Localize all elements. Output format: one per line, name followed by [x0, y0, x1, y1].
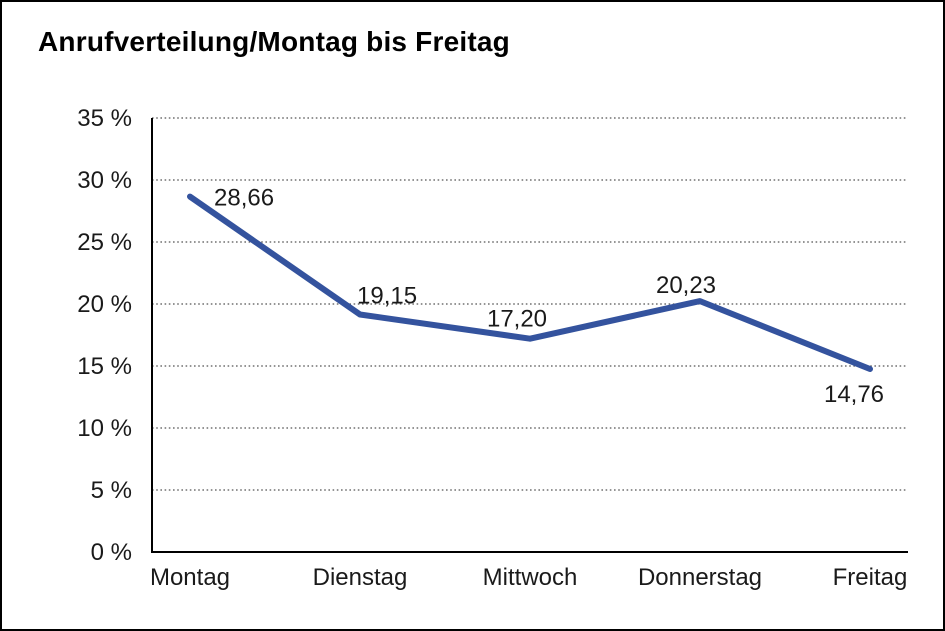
data-point-label: 20,23	[656, 272, 716, 299]
data-point-label: 14,76	[824, 381, 884, 408]
x-category-label: Montag	[150, 564, 230, 591]
y-tick-label: 30 %	[77, 167, 132, 194]
y-tick-label: 15 %	[77, 353, 132, 380]
x-category-label: Freitag	[833, 564, 908, 591]
y-tick-label: 20 %	[77, 291, 132, 318]
x-category-label: Mittwoch	[483, 564, 578, 591]
data-line	[187, 193, 873, 372]
data-point-label: 19,15	[357, 283, 417, 310]
y-tick-label: 5 %	[91, 477, 132, 504]
y-tick-label: 10 %	[77, 415, 132, 442]
y-tick-label: 0 %	[91, 539, 132, 566]
data-point-label: 17,20	[487, 306, 547, 333]
x-category-label: Dienstag	[313, 564, 408, 591]
y-tick-label: 25 %	[77, 229, 132, 256]
data-point-label: 28,66	[214, 185, 274, 212]
x-category-label: Donnerstag	[638, 564, 762, 591]
y-tick-label: 35 %	[77, 105, 132, 132]
chart-title: Anrufverteilung/Montag bis Freitag	[38, 26, 510, 57]
